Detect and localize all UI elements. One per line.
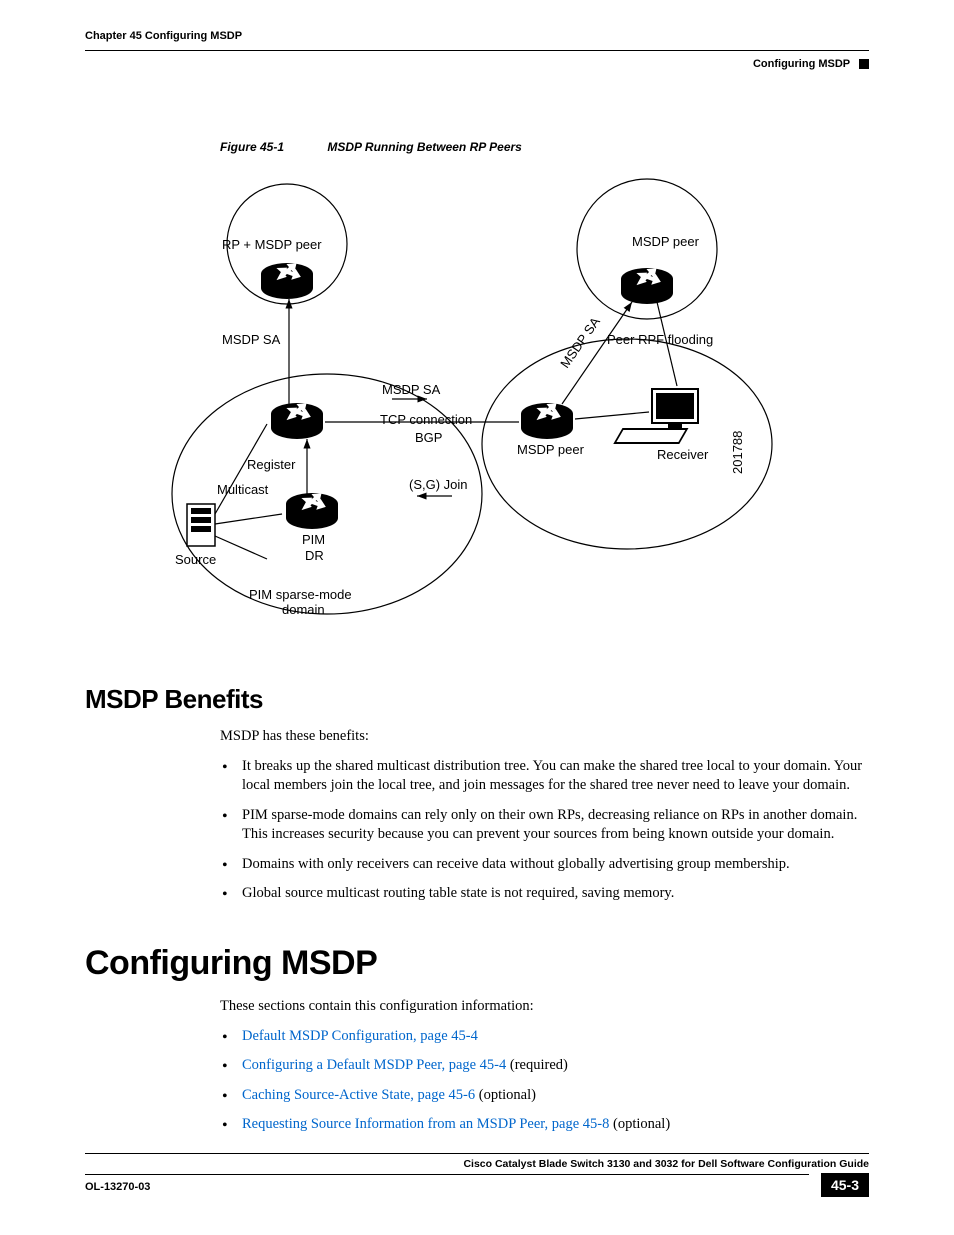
link-suffix: (optional) <box>475 1087 536 1103</box>
benefits-body: MSDP has these benefits: It breaks up th… <box>220 727 869 904</box>
configuring-intro: These sections contain this configuratio… <box>220 997 869 1017</box>
label-pim2: DR <box>305 548 324 563</box>
configuring-body: These sections contain this configuratio… <box>220 997 869 1135</box>
header-chapter: Chapter 45 Configuring MSDP <box>85 30 242 42</box>
label-multicast: Multicast <box>217 482 269 497</box>
figure-caption: Figure 45-1 MSDP Running Between RP Peer… <box>220 140 869 154</box>
page-footer: Cisco Catalyst Blade Switch 3130 and 303… <box>85 1153 869 1205</box>
list-item: Domains with only receivers can receive … <box>220 855 869 875</box>
label-msdp-sa3: MSDP SA <box>557 314 603 371</box>
label-domain1: PIM sparse-mode <box>249 587 352 602</box>
footer-rule <box>85 1174 809 1175</box>
figure-title: MSDP Running Between RP Peers <box>327 140 521 154</box>
link-caching[interactable]: Caching Source-Active State, page 45-6 <box>242 1087 475 1103</box>
label-tcp2: BGP <box>415 430 442 445</box>
benefits-heading: MSDP Benefits <box>85 684 869 715</box>
label-rp-peer: RP + MSDP peer <box>222 237 322 252</box>
link-suffix: (required) <box>506 1057 568 1073</box>
header-rule <box>85 50 869 51</box>
footer-doc: OL-13270-03 <box>85 1181 150 1193</box>
label-source: Source <box>175 552 216 567</box>
label-msdp-sa1: MSDP SA <box>222 332 281 347</box>
configuring-list: Default MSDP Configuration, page 45-4 Co… <box>220 1027 869 1135</box>
link-default-peer[interactable]: Configuring a Default MSDP Peer, page 45… <box>242 1057 506 1073</box>
benefits-intro: MSDP has these benefits: <box>220 727 869 747</box>
label-domain2: domain <box>282 602 325 617</box>
benefits-list: It breaks up the shared multicast distri… <box>220 757 869 904</box>
label-peer-rpf: Peer RPF flooding <box>607 332 713 347</box>
label-msdp-peer: MSDP peer <box>632 234 700 249</box>
link-requesting[interactable]: Requesting Source Information from an MS… <box>242 1116 609 1132</box>
page-header: Chapter 45 Configuring MSDP Configuring … <box>85 30 869 80</box>
link-default-config[interactable]: Default MSDP Configuration, page 45-4 <box>242 1028 478 1044</box>
footer-guide: Cisco Catalyst Blade Switch 3130 and 303… <box>85 1158 869 1170</box>
footer-page-number: 45-3 <box>821 1173 869 1197</box>
list-item: PIM sparse-mode domains can rely only on… <box>220 806 869 845</box>
list-item: Requesting Source Information from an MS… <box>220 1115 869 1135</box>
list-item: It breaks up the shared multicast distri… <box>220 757 869 796</box>
list-item: Configuring a Default MSDP Peer, page 45… <box>220 1056 869 1076</box>
label-pim1: PIM <box>302 532 325 547</box>
list-item: Caching Source-Active State, page 45-6 (… <box>220 1086 869 1106</box>
configuring-heading: Configuring MSDP <box>85 944 869 983</box>
msdp-diagram: RP + MSDP peer MSDP peer MSDP SA Peer RP… <box>167 164 787 644</box>
label-receiver: Receiver <box>657 447 709 462</box>
header-marker-icon <box>859 59 869 69</box>
label-msdp-sa2: MSDP SA <box>382 382 441 397</box>
header-section: Configuring MSDP <box>753 58 869 70</box>
list-item: Global source multicast routing table st… <box>220 884 869 904</box>
figure-id-label: 201788 <box>730 431 745 474</box>
list-item: Default MSDP Configuration, page 45-4 <box>220 1027 869 1047</box>
header-section-text: Configuring MSDP <box>753 58 850 70</box>
label-tcp1: TCP connection <box>380 412 472 427</box>
figure-number: Figure 45-1 <box>220 140 284 154</box>
label-sgjoin: (S,G) Join <box>409 477 468 492</box>
footer-rule <box>85 1153 869 1154</box>
link-suffix: (optional) <box>609 1116 670 1132</box>
label-msdp-peer2: MSDP peer <box>517 442 585 457</box>
label-register: Register <box>247 457 296 472</box>
